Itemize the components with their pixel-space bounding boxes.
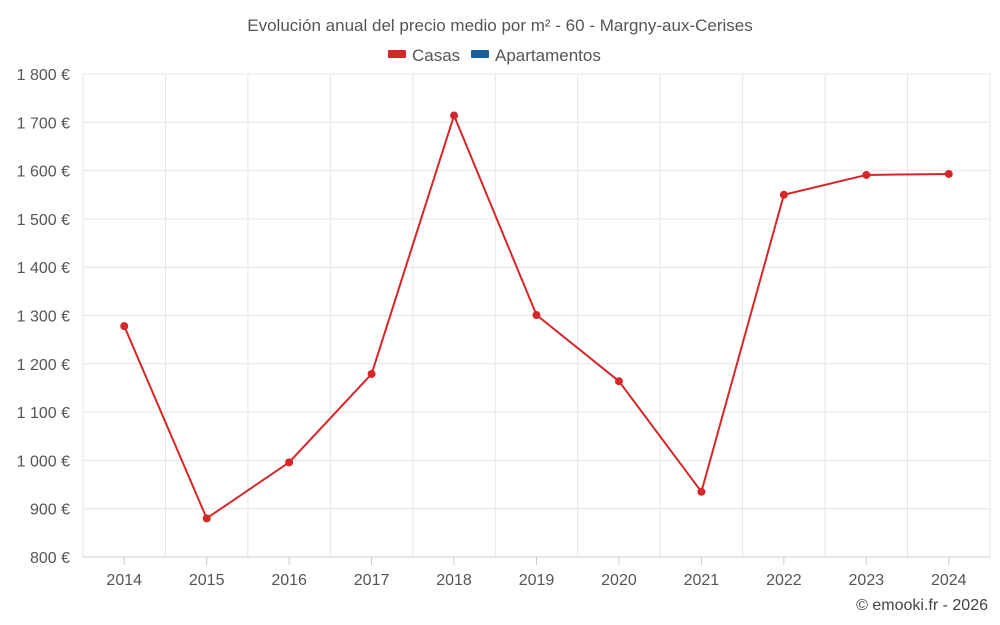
grid — [82, 73, 991, 558]
data-point-2018[interactable] — [450, 111, 459, 120]
y-tick-label: 1 700 € — [17, 115, 70, 132]
series-casas — [120, 111, 953, 523]
y-tick-label: 1 000 € — [17, 453, 70, 470]
legend-label-casas[interactable]: Casas — [412, 46, 460, 65]
data-point-2020[interactable] — [614, 377, 623, 386]
y-tick-label: 1 300 € — [17, 309, 70, 326]
credit-text: © emooki.fr - 2026 — [856, 597, 988, 614]
y-tick-label: 1 200 € — [17, 357, 70, 374]
data-point-2015[interactable] — [202, 514, 211, 523]
y-tick-label: 1 100 € — [17, 405, 70, 422]
legend-swatch-apartamentos — [471, 50, 489, 58]
legend: Casas Apartamentos — [388, 46, 601, 65]
data-point-2019[interactable] — [532, 311, 541, 320]
data-point-2024[interactable] — [944, 169, 953, 178]
data-point-2014[interactable] — [120, 322, 129, 331]
x-tick-label: 2022 — [766, 572, 802, 589]
x-tick-label: 2024 — [931, 572, 967, 589]
y-tick-label: 800 € — [30, 550, 70, 567]
legend-label-apartamentos[interactable]: Apartamentos — [495, 46, 601, 65]
x-tick-label: 2020 — [601, 572, 637, 589]
x-tick-label: 2014 — [106, 572, 142, 589]
data-point-2021[interactable] — [697, 487, 706, 496]
x-tick-label: 2018 — [436, 572, 472, 589]
x-tick-label: 2016 — [271, 572, 307, 589]
y-tick-label: 1 400 € — [17, 260, 70, 277]
x-axis: 2014 2015 2016 2017 2018 2019 2020 2021 2022 2023… — [83, 556, 990, 589]
y-tick-label: 1 500 € — [17, 212, 70, 229]
legend-swatch-casas — [388, 50, 406, 58]
y-tick-label: 1 800 € — [17, 67, 70, 84]
data-point-2022[interactable] — [779, 190, 788, 199]
data-point-2023[interactable] — [862, 170, 871, 179]
x-tick-label: 2015 — [189, 572, 225, 589]
x-tick-label: 2021 — [684, 572, 720, 589]
x-tick-label: 2019 — [519, 572, 555, 589]
y-tick-label: 900 € — [30, 502, 70, 519]
y-tick-label: 1 600 € — [17, 164, 70, 181]
data-point-2017[interactable] — [367, 369, 376, 378]
chart-title: Evolución anual del precio medio por m² … — [247, 16, 753, 35]
x-tick-label: 2017 — [354, 572, 390, 589]
data-point-2016[interactable] — [285, 458, 294, 467]
x-tick-label: 2023 — [849, 572, 885, 589]
y-axis: 800 € 900 € 1 000 € 1 100 € 1 200 € 1 300 € 1 … — [17, 67, 70, 567]
